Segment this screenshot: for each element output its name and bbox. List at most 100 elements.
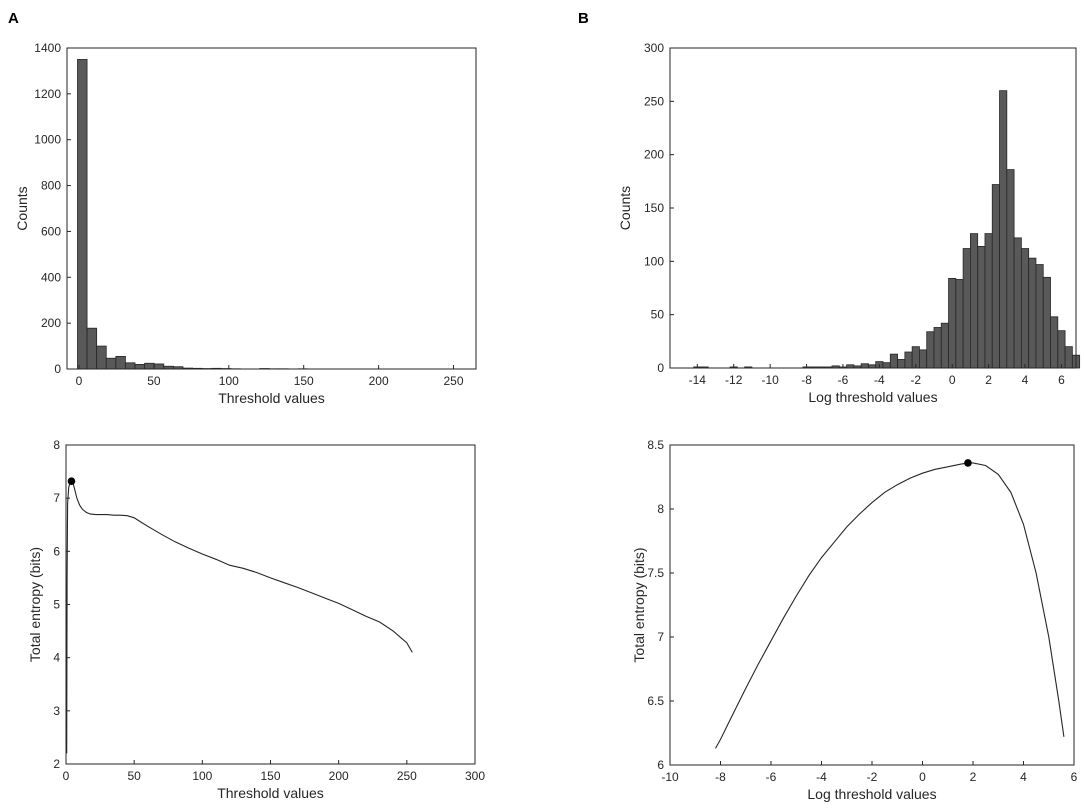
y-tick-label: 200 <box>644 148 664 162</box>
y-tick-label: 4 <box>53 651 60 665</box>
y-tick-label: 100 <box>644 254 664 268</box>
x-tick-label: 200 <box>369 374 389 388</box>
y-tick-label: 6 <box>53 544 60 558</box>
max-entropy-marker <box>964 459 972 467</box>
histogram-bar <box>933 327 942 369</box>
x-axis-label: Threshold values <box>217 785 324 801</box>
y-tick-label: 3 <box>53 704 60 718</box>
x-tick-label: -14 <box>689 373 707 387</box>
histogram-bar <box>919 349 928 369</box>
x-tick-label: -8 <box>801 373 812 387</box>
x-tick-label: 2 <box>970 770 977 784</box>
entropy-curve <box>715 462 1065 749</box>
x-tick-label: -6 <box>838 373 849 387</box>
y-tick-label: 300 <box>644 41 664 55</box>
histogram-bar <box>999 90 1008 369</box>
x-tick-label: -10 <box>661 770 679 784</box>
y-tick-label: 600 <box>41 224 61 238</box>
x-tick-label: 0 <box>63 769 70 783</box>
histogram-bar <box>897 359 906 369</box>
x-tick-label: 4 <box>1022 373 1029 387</box>
y-tick-label: 6 <box>657 758 664 772</box>
x-tick-label: 150 <box>294 374 314 388</box>
y-tick-label: 1200 <box>34 87 61 101</box>
x-tick-label: -12 <box>725 373 743 387</box>
histogram-bar <box>1013 237 1022 369</box>
histogram-bar <box>105 357 117 370</box>
x-tick-label: -10 <box>761 373 779 387</box>
y-tick-label: 7 <box>657 630 664 644</box>
x-tick-label: 150 <box>260 769 280 783</box>
x-tick-label: 4 <box>1020 770 1027 784</box>
histogram-bar <box>948 277 957 369</box>
x-tick-label: 0 <box>949 373 956 387</box>
y-tick-label: 8 <box>657 502 664 516</box>
y-tick-label: 7 <box>53 491 60 505</box>
y-tick-label: 1400 <box>34 41 61 55</box>
histogram-bar <box>86 327 98 370</box>
x-tick-label: 2 <box>985 373 992 387</box>
histogram-threshold-values: 0 50 100 150 200 250 0 200 400 600 800 1000 1200 1400… <box>14 41 477 406</box>
x-tick-label: -6 <box>766 770 777 784</box>
axes-frame <box>65 444 476 765</box>
entropy-vs-log-threshold-chart: -10 -8 -6 -4 -2 0 2 4 6 6 6.5 7 7.5 8 8.5 Log threshold… <box>631 438 1078 802</box>
histogram-bar <box>96 345 107 370</box>
histogram-bar <box>125 362 136 370</box>
histogram-bar <box>1035 264 1044 369</box>
y-tick-label: 250 <box>644 94 664 108</box>
histogram-bar <box>889 353 898 369</box>
histogram-bar <box>955 279 964 369</box>
histogram-bar <box>940 322 949 369</box>
x-tick-label: -4 <box>816 770 827 784</box>
x-tick-label: 100 <box>219 374 239 388</box>
x-axis-label: Threshold values <box>218 390 325 406</box>
x-tick-label: -2 <box>910 373 921 387</box>
histogram-bar <box>1042 276 1051 369</box>
y-axis-label: Total entropy (bits) <box>631 547 647 662</box>
histogram-bar <box>904 351 913 369</box>
y-tick-label: 5 <box>53 598 60 612</box>
histogram-bar <box>1050 316 1059 369</box>
y-tick-label: 400 <box>41 270 61 284</box>
y-tick-label: 8 <box>53 438 60 452</box>
histogram-bar <box>970 233 979 369</box>
histogram-bar <box>860 363 869 369</box>
histogram-bar <box>153 363 165 370</box>
histogram-bar <box>882 362 891 369</box>
x-tick-label: 6 <box>1071 770 1078 784</box>
y-tick-label: 0 <box>657 361 664 375</box>
y-tick-label: 800 <box>41 179 61 193</box>
entropy-vs-threshold-chart: 0 50 100 150 200 250 300 2 3 4 5 6 7 8 Threshold value… <box>27 438 485 801</box>
x-tick-label: 50 <box>127 769 141 783</box>
histogram-bar <box>962 248 971 369</box>
histogram-bar <box>977 245 986 369</box>
histogram-bar <box>134 364 146 370</box>
y-tick-label: 8.5 <box>647 438 664 452</box>
max-entropy-marker <box>67 477 76 485</box>
histogram-bar <box>144 362 155 370</box>
x-tick-label: 0 <box>76 374 83 388</box>
y-tick-label: 50 <box>651 308 665 322</box>
x-tick-label: 300 <box>465 769 485 783</box>
axes-frame <box>66 47 477 370</box>
x-tick-label: -4 <box>874 373 885 387</box>
x-axis-label: Log threshold values <box>808 389 937 405</box>
y-tick-label: 7.5 <box>647 566 664 580</box>
panel-label-a: A <box>8 10 19 27</box>
x-tick-label: 0 <box>919 770 926 784</box>
y-tick-label: 200 <box>41 316 61 330</box>
x-tick-label: 6 <box>1058 373 1065 387</box>
panel-label-b: B <box>578 10 589 27</box>
entropy-curve <box>66 480 413 754</box>
x-tick-label: 200 <box>329 769 349 783</box>
axes-frame <box>669 444 1075 766</box>
y-axis-label: Counts <box>617 186 633 230</box>
x-axis-label: Log threshold values <box>807 786 936 802</box>
y-tick-label: 2 <box>53 757 60 771</box>
histogram-bar <box>77 59 88 370</box>
y-tick-label: 1000 <box>34 133 61 147</box>
y-axis-label: Total entropy (bits) <box>27 547 43 662</box>
histogram-bar <box>991 184 1000 369</box>
histogram-bar <box>984 233 993 369</box>
